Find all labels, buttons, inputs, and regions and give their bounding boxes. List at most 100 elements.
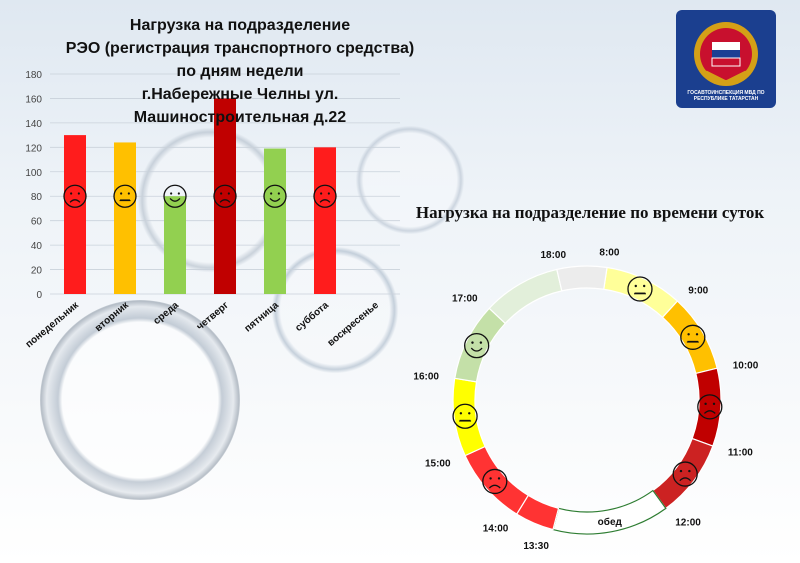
clock-background-1	[40, 300, 240, 500]
face-mouth	[169, 197, 181, 202]
y-tick-label: 40	[31, 241, 43, 252]
face-eye	[489, 477, 492, 480]
face-mouth	[679, 477, 692, 482]
ring-segment	[661, 300, 718, 375]
face-outline	[680, 324, 706, 350]
y-tick-label: 80	[31, 192, 43, 203]
face-eye	[688, 469, 691, 473]
time-label: 10:00	[733, 360, 759, 371]
face-mouth	[219, 199, 231, 203]
x-category-label: четверг	[195, 300, 231, 333]
face-outline	[482, 468, 508, 495]
face-eye	[695, 333, 699, 336]
mood-face-icon	[263, 184, 287, 208]
mood-face-icon	[672, 461, 698, 487]
face-eye	[679, 469, 683, 473]
face-mouth	[269, 197, 281, 202]
mood-face-icon	[464, 332, 490, 359]
bar	[64, 135, 86, 294]
x-category-label: вторник	[93, 299, 132, 334]
mood-face-icon	[163, 184, 187, 208]
face-eye	[497, 477, 501, 480]
face-eye	[634, 284, 637, 288]
mood-face-icon	[113, 184, 137, 208]
ring-segment	[454, 307, 507, 383]
face-eye	[70, 192, 73, 195]
face-outline	[263, 184, 287, 208]
title-line: г.Набережные Челны ул.	[141, 86, 339, 103]
bar	[314, 147, 336, 294]
y-tick-label: 120	[25, 143, 42, 154]
ring-segment	[452, 377, 486, 457]
face-outline	[464, 332, 490, 359]
face-outline	[63, 184, 87, 208]
gibdd-logo: ГОСАВТОИНСПЕКЦИЯ МВД ПО РЕСПУБЛИКЕ ТАТАР…	[676, 10, 776, 108]
face-outline	[672, 461, 698, 487]
x-category-label: среда	[152, 300, 182, 327]
face-eye	[220, 192, 223, 195]
title-line: по дням недели	[176, 63, 304, 80]
y-tick-label: 60	[31, 217, 43, 228]
ring-segment	[652, 437, 714, 510]
pie-chart-title: Нагрузка на подразделение по времени сут…	[415, 203, 765, 222]
mood-face-icon	[452, 403, 478, 429]
ring-segment	[603, 266, 679, 319]
y-tick-label: 160	[25, 94, 42, 105]
mood-face-icon	[482, 468, 508, 495]
ring-segment	[464, 445, 530, 515]
face-eye	[468, 412, 471, 415]
title-line: Машиностроительная д.22	[133, 109, 347, 126]
face-eye	[227, 192, 230, 195]
face-eye	[479, 341, 483, 344]
time-label: 8:00	[599, 248, 619, 259]
face-mouth	[470, 347, 483, 352]
face-eye	[704, 402, 707, 406]
face-eye	[77, 192, 80, 195]
face-eye	[687, 333, 690, 336]
bar-chart-title: Нагрузка на подразделение РЭО (регистрац…	[40, 14, 440, 129]
face-eye	[712, 402, 716, 406]
emblem-icon	[694, 22, 758, 86]
time-label: 9:00	[688, 285, 708, 296]
time-label: 11:00	[728, 448, 753, 459]
mood-face-icon	[213, 184, 237, 208]
face-mouth	[319, 199, 331, 203]
time-label: 16:00	[413, 372, 439, 383]
face-outline	[213, 184, 237, 208]
time-label: 17:00	[452, 293, 478, 304]
face-outline	[452, 403, 478, 429]
time-label: 18:00	[540, 250, 566, 261]
ring-segment	[691, 367, 722, 447]
lunch-label: обед	[598, 516, 623, 528]
face-eye	[177, 192, 180, 195]
face-outline	[113, 184, 137, 208]
face-eye	[127, 192, 130, 195]
y-tick-label: 100	[25, 168, 42, 179]
mood-face-icon	[627, 276, 653, 302]
face-eye	[270, 192, 273, 195]
y-tick-label: 0	[36, 290, 42, 301]
ring-segment	[556, 265, 608, 292]
face-eye	[170, 192, 173, 195]
face-outline	[163, 184, 187, 208]
face-eye	[120, 192, 123, 195]
face-mouth	[703, 410, 716, 414]
y-tick-label: 140	[25, 119, 42, 130]
y-tick-label: 180	[25, 70, 42, 81]
time-label: 14:00	[483, 524, 509, 535]
title-line: Нагрузка на подразделение	[129, 17, 351, 34]
face-mouth	[488, 484, 501, 489]
face-outline	[627, 276, 653, 302]
time-label: 15:00	[425, 458, 451, 469]
face-outline	[697, 394, 723, 420]
bar	[164, 196, 186, 294]
time-label: 13:30	[523, 541, 549, 552]
mood-face-icon	[313, 184, 337, 208]
face-eye	[642, 284, 646, 288]
bar	[214, 98, 236, 294]
face-eye	[459, 412, 463, 415]
clock-background-2	[130, 120, 290, 280]
time-label: 12:00	[675, 517, 701, 528]
mood-face-icon	[63, 184, 87, 208]
